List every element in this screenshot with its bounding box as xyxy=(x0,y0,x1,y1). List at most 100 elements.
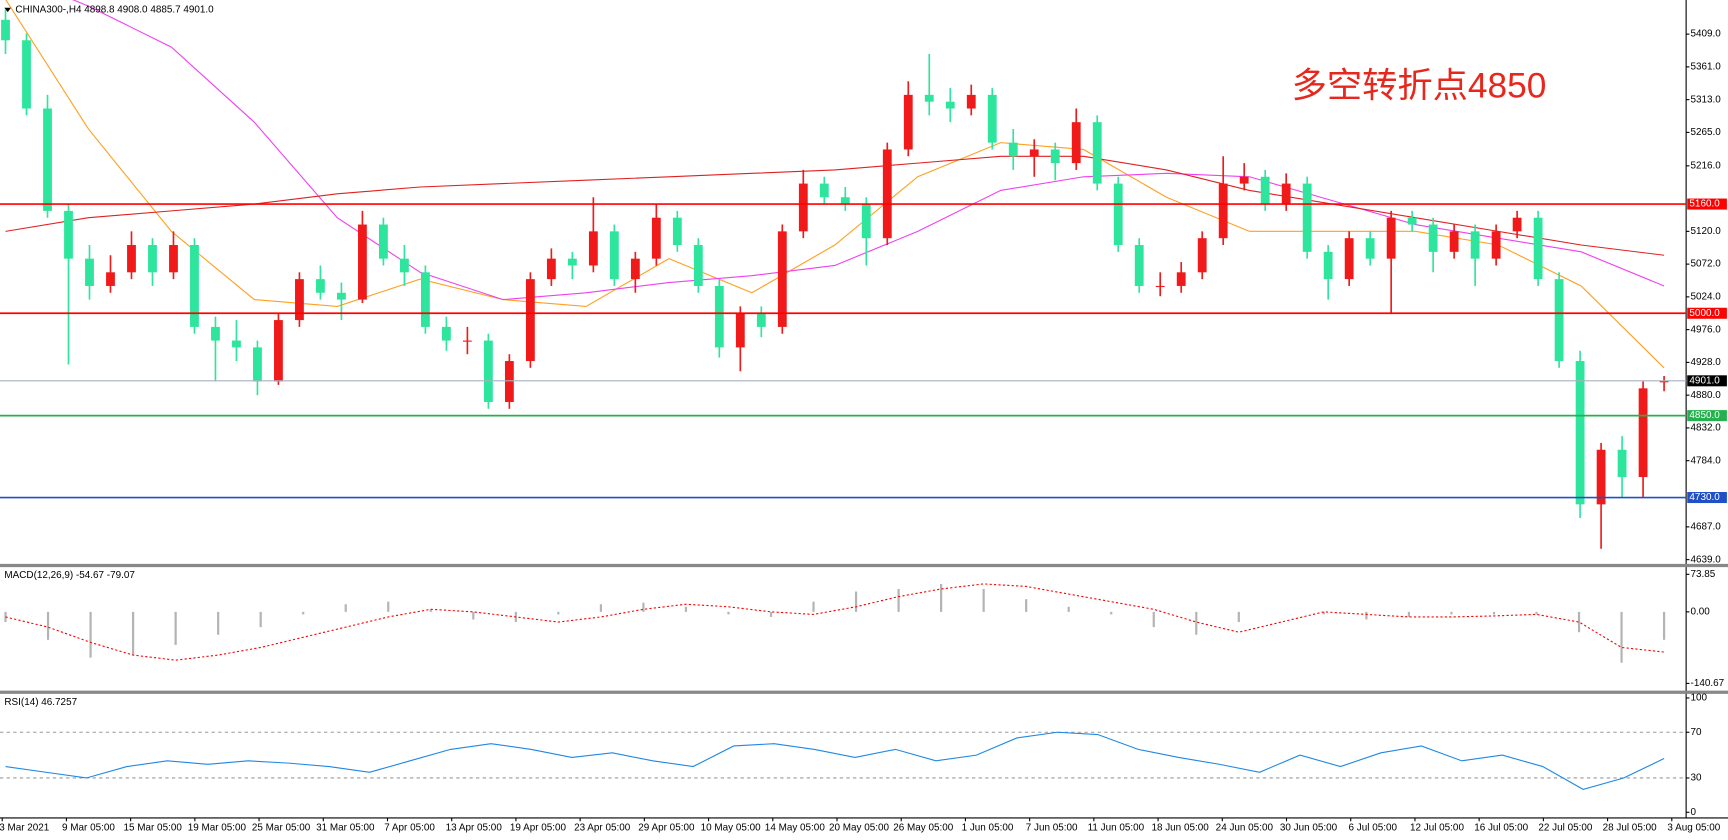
x-tick-label: 9 Mar 05:00 xyxy=(62,822,115,833)
macd-bar xyxy=(302,611,305,615)
candle-body xyxy=(1113,183,1123,246)
x-tick-label: 29 Apr 05:00 xyxy=(638,822,695,833)
macd-bar xyxy=(897,588,900,612)
candle-body xyxy=(945,101,955,109)
level-label-box xyxy=(1687,198,1727,210)
candle-body xyxy=(987,94,997,143)
level-label-box xyxy=(1687,410,1727,422)
x-tick-label: 30 Jun 05:00 xyxy=(1280,822,1338,833)
annotation: 多空转折点4850 xyxy=(1292,66,1547,105)
y-tick-label: 4880.0 xyxy=(1691,390,1722,401)
macd-bar xyxy=(557,611,560,615)
candle-body xyxy=(1176,272,1186,286)
candle-body xyxy=(609,231,619,280)
level-label-box xyxy=(1687,492,1727,504)
macd-bar xyxy=(1067,606,1070,612)
candle-body xyxy=(861,204,871,239)
price-title: CHINA300-,H4 4898.8 4908.0 4885.7 4901.0 xyxy=(15,5,214,16)
candle-body xyxy=(1344,238,1354,280)
candle-body xyxy=(1029,149,1039,157)
candle-body xyxy=(316,279,325,293)
candle-body xyxy=(22,40,31,109)
y-tick-label: -140.67 xyxy=(1691,678,1725,689)
y-tick-label: 4832.0 xyxy=(1691,423,1722,434)
macd-bar xyxy=(89,611,92,658)
candle-body xyxy=(85,258,94,286)
macd-bar xyxy=(642,602,645,612)
moving-average xyxy=(5,155,1665,256)
candle-body xyxy=(106,272,115,286)
macd-bar xyxy=(684,606,688,612)
candle-body xyxy=(1617,449,1627,478)
candle-body xyxy=(1197,238,1207,273)
macd-bar xyxy=(599,604,602,612)
level-label: 5000.0 xyxy=(1689,308,1720,319)
candle-body xyxy=(64,210,73,259)
macd-bar xyxy=(472,611,475,620)
candle-body xyxy=(1554,279,1564,362)
y-tick-label: 0.00 xyxy=(1691,606,1711,617)
candle-body xyxy=(693,245,703,286)
y-tick-label: 30 xyxy=(1691,773,1703,784)
candle-body xyxy=(190,245,199,327)
candle-body xyxy=(379,224,388,259)
x-tick-label: 19 Mar 05:00 xyxy=(188,822,247,833)
macd-bar xyxy=(1535,611,1538,615)
x-tick-label: 13 Apr 05:00 xyxy=(446,822,503,833)
y-tick-label: 100 xyxy=(1691,693,1708,704)
level-label-box xyxy=(1687,375,1727,387)
level-label: 4901.0 xyxy=(1689,375,1720,386)
candle-body xyxy=(630,258,640,280)
candle-body xyxy=(420,272,430,327)
menu-arrow[interactable] xyxy=(4,7,12,13)
candle-body xyxy=(43,108,52,211)
candle-body xyxy=(211,326,220,341)
x-tick-label: 1 Jun 05:00 xyxy=(962,822,1014,833)
x-tick-label: 16 Jul 05:00 xyxy=(1474,822,1528,833)
candle-body xyxy=(1407,217,1417,225)
candle-body xyxy=(525,279,535,362)
x-tick-label: 20 May 05:00 xyxy=(829,822,890,833)
y-tick-label: 4639.0 xyxy=(1691,554,1722,565)
macd-bar xyxy=(344,604,347,612)
candle-body xyxy=(1596,449,1606,505)
candle-body xyxy=(672,217,682,246)
y-tick-label: 5265.0 xyxy=(1691,127,1722,138)
rsi-line xyxy=(5,731,1665,791)
candle-body xyxy=(1638,388,1648,478)
macd-bar xyxy=(940,583,943,612)
x-tick-label: 12 Jul 05:00 xyxy=(1410,822,1464,833)
level-label-box xyxy=(1687,307,1727,319)
candle-body xyxy=(295,279,304,321)
candle-body xyxy=(1575,361,1585,505)
macd-panel xyxy=(4,583,1666,663)
x-tick-label: 25 Mar 05:00 xyxy=(252,822,311,833)
x-tick-label: 3 Mar 2021 xyxy=(0,822,50,833)
macd-bar xyxy=(982,588,985,612)
price-panel xyxy=(1,0,1669,549)
macd-bar xyxy=(1450,611,1453,615)
macd-bar xyxy=(1577,611,1581,633)
x-tick-label: 18 Jun 05:00 xyxy=(1151,822,1209,833)
x-tick-label: 28 Jul 05:00 xyxy=(1603,822,1657,833)
candle-body xyxy=(1302,183,1312,252)
x-tick-label: 23 Apr 05:00 xyxy=(574,822,631,833)
macd-title: MACD(12,26,9) -54.67 -79.07 xyxy=(4,570,135,581)
candle-body xyxy=(714,285,724,348)
axes: 5409.0 5361.0 5313.0 5265.0 5216.0 5120.0 5072… xyxy=(0,29,1727,833)
y-tick-label: 4928.0 xyxy=(1691,357,1722,368)
candle-body xyxy=(840,197,850,205)
x-tick-label: 19 Apr 05:00 xyxy=(510,822,567,833)
candle-body xyxy=(1365,238,1375,259)
y-tick-label: 5409.0 xyxy=(1691,29,1722,40)
x-tick-label: 7 Apr 05:00 xyxy=(384,822,435,833)
candle-body xyxy=(1281,183,1291,205)
macd-bar xyxy=(1322,611,1325,615)
candle-body xyxy=(924,94,934,102)
macd-bar xyxy=(1195,611,1198,635)
macd-bar xyxy=(174,611,177,645)
candle-body xyxy=(504,361,514,402)
y-tick-label: 0 xyxy=(1691,807,1697,818)
x-tick-label: 14 May 05:00 xyxy=(765,822,826,833)
